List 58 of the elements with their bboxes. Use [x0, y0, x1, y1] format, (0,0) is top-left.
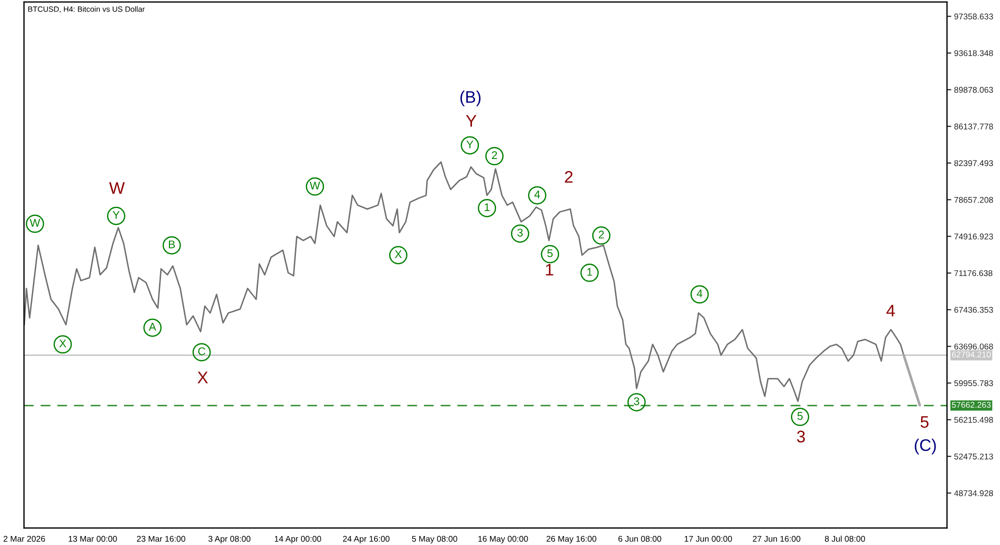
series-label: 1: [587, 268, 592, 276]
x-tick-label: 13 Mar 00:00: [68, 536, 117, 542]
annotation: W: [109, 182, 125, 194]
series-label: 3: [634, 397, 640, 406]
x-tick-label: 16 May 00:00: [478, 536, 528, 544]
y-tick-label: 82397.493: [954, 160, 993, 166]
y-tick-label: 71176.638: [954, 270, 992, 276]
y-tick-label: 97358.633: [954, 14, 993, 20]
x-tick-label: 24 Apr 16:00: [343, 536, 390, 544]
series-label: 5: [547, 249, 553, 258]
series-label: C: [198, 347, 206, 356]
x-tick-label: 27 Jun 16:00: [752, 536, 800, 542]
series-label: 4: [534, 190, 540, 198]
annotation: 4: [886, 304, 895, 316]
x-tick-label: 5 May 08:00: [412, 536, 458, 544]
annotation: Y: [466, 115, 476, 127]
series-label: W: [310, 182, 320, 190]
x-tick-label: 3 Apr 08:00: [208, 536, 250, 544]
annotation: 5: [920, 416, 929, 428]
x-tick-label: 6 Jun 08:00: [618, 536, 662, 542]
series-label: 4: [696, 290, 702, 298]
y-tick-label: 93618.348: [954, 50, 993, 56]
y-tick-label: 86137.778: [954, 124, 993, 130]
annotation: 3: [796, 430, 805, 442]
y-tick-label: 78657.208: [954, 196, 993, 203]
y-tick-label: 52475.213: [954, 454, 993, 460]
series-label: Y: [466, 140, 474, 148]
series-label: W: [30, 219, 40, 227]
ref-line-label: 57662.263: [952, 402, 991, 408]
annotation: (B): [460, 90, 481, 106]
series-label: A: [148, 322, 156, 331]
y-tick-label: 56215.498: [954, 416, 993, 423]
y-tick-label: 63696.068: [954, 344, 993, 350]
series-label: B: [168, 240, 175, 248]
series-label: Y: [112, 211, 120, 219]
ref-line-label: 62794.210: [952, 352, 991, 358]
y-tick-label: 59955.783: [954, 380, 993, 386]
y-tick-label: 74916.923: [954, 234, 993, 240]
x-tick-label: 8 Jul 08:00: [824, 536, 866, 542]
x-tick-label: 17 Jun 00:00: [684, 536, 732, 542]
x-tick-label: 26 May 16:00: [546, 536, 596, 544]
y-tick-label: 48734.928: [954, 490, 993, 496]
series-label: X: [59, 340, 66, 348]
x-tick-label: 23 Mar 16:00: [136, 536, 186, 542]
x-tick-label: 14 Apr 00:00: [274, 536, 322, 544]
series-label: 5: [797, 412, 803, 420]
series-label: X: [394, 250, 402, 258]
series-label: 3: [517, 228, 523, 237]
annotation: X: [198, 372, 208, 384]
series-label: 2: [598, 230, 604, 238]
annotation: 2: [564, 170, 573, 183]
series-label: 2: [492, 151, 497, 160]
series-label: 1: [484, 203, 490, 211]
annotation: 1: [546, 264, 554, 276]
annotation: (C): [914, 438, 936, 454]
y-tick-label: 89878.063: [954, 86, 993, 93]
x-tick-label: 2 Mar 2026: [4, 536, 45, 542]
y-tick-label: 67436.353: [954, 306, 993, 313]
